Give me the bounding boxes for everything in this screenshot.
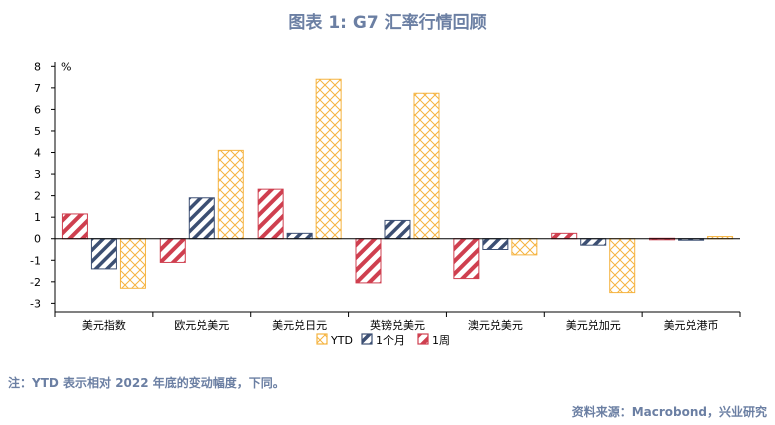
bar-week[interactable] bbox=[453, 238, 480, 280]
legend-swatch-month bbox=[361, 333, 373, 345]
bar-week[interactable] bbox=[159, 238, 186, 263]
footnote: 注：YTD 表示相对 2022 年底的变动幅度，下同。 bbox=[8, 376, 285, 390]
x-category-label: 美元指数 bbox=[82, 318, 126, 332]
x-category-label: 美元兑加元 bbox=[566, 318, 621, 332]
bar-month[interactable] bbox=[90, 238, 117, 270]
y-tick-label: 0 bbox=[34, 233, 41, 246]
x-category-label: 欧元兑美元 bbox=[174, 318, 229, 332]
bar-week[interactable] bbox=[257, 188, 284, 240]
y-tick-label: -3 bbox=[30, 297, 41, 310]
y-tick-label: -2 bbox=[30, 276, 41, 289]
y-tick-label: 8 bbox=[34, 60, 41, 73]
y-tick-label: 1 bbox=[34, 211, 41, 224]
bar-week[interactable] bbox=[551, 232, 578, 240]
bar-month[interactable] bbox=[188, 197, 215, 240]
bar-week[interactable] bbox=[61, 213, 88, 240]
x-category-label: 英镑兑美元 bbox=[370, 318, 425, 332]
x-category-label: 美元兑日元 bbox=[272, 318, 327, 332]
y-tick-label: -1 bbox=[30, 254, 41, 267]
bar-week[interactable] bbox=[355, 238, 382, 284]
legend-swatch-ytd bbox=[316, 333, 328, 345]
x-category-label: 美元兑港币 bbox=[664, 318, 719, 332]
bar-ytd[interactable] bbox=[413, 92, 440, 240]
legend-label-month: 1个月 bbox=[376, 334, 405, 347]
bar-ytd[interactable] bbox=[119, 238, 146, 289]
y-unit-label: % bbox=[61, 60, 71, 73]
legend-label-week: 1周 bbox=[432, 334, 450, 347]
y-tick-label: 5 bbox=[34, 125, 41, 138]
legend-label-ytd: YTD bbox=[330, 334, 353, 347]
bar-month[interactable] bbox=[580, 238, 607, 246]
bar-ytd[interactable] bbox=[511, 238, 538, 256]
bar-month[interactable] bbox=[482, 238, 509, 250]
chart-title: 图表 1: G7 汇率行情回顾 bbox=[288, 13, 487, 33]
source-note: 资料来源：Macrobond，兴业研究 bbox=[571, 405, 767, 419]
bar-ytd[interactable] bbox=[217, 149, 244, 240]
bar-ytd[interactable] bbox=[315, 78, 342, 240]
bar-chart: 8 7 6 5 4 3 2 1 0 -1 -2 -3% 美元指数 欧元兑美元 美元兑日元 英镑兑美元 澳元兑美元… bbox=[30, 60, 741, 347]
bar-ytd[interactable] bbox=[609, 238, 636, 294]
bar-month[interactable] bbox=[384, 219, 411, 240]
y-tick-label: 6 bbox=[34, 103, 41, 116]
bar-month[interactable] bbox=[286, 232, 313, 240]
y-tick-label: 7 bbox=[34, 82, 41, 95]
y-tick-label: 3 bbox=[34, 168, 41, 181]
y-tick-label: 2 bbox=[34, 190, 41, 203]
x-category-label: 澳元兑美元 bbox=[468, 318, 523, 332]
legend-swatch-week bbox=[417, 333, 429, 345]
y-tick-label: 4 bbox=[34, 147, 41, 160]
